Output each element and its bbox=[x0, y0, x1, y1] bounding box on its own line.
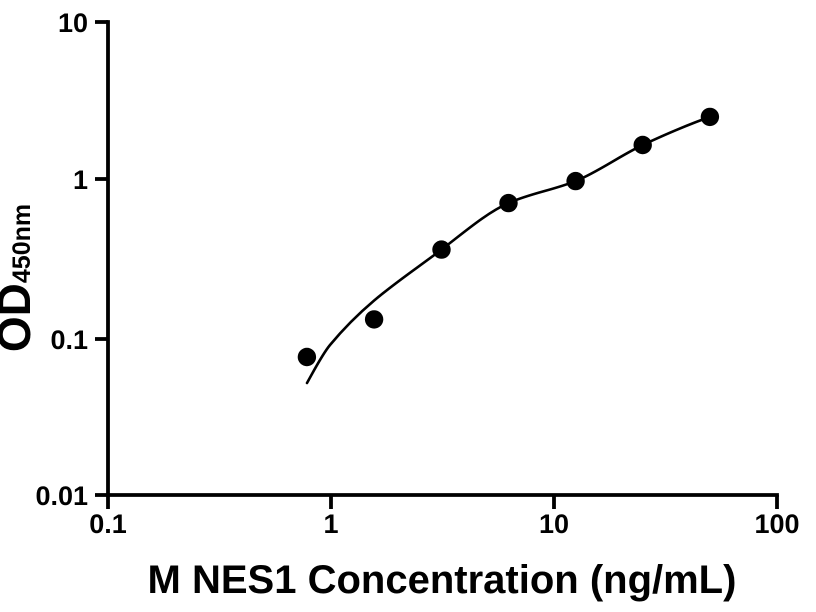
svg-text:10: 10 bbox=[539, 509, 569, 539]
svg-text:10: 10 bbox=[58, 8, 88, 38]
svg-text:0.1: 0.1 bbox=[89, 509, 127, 539]
svg-text:1: 1 bbox=[323, 509, 338, 539]
svg-text:1: 1 bbox=[73, 165, 88, 195]
svg-text:0.1: 0.1 bbox=[50, 325, 88, 355]
svg-text:M NES1 Concentration (ng/mL): M NES1 Concentration (ng/mL) bbox=[148, 558, 737, 602]
svg-text:0.01: 0.01 bbox=[35, 481, 88, 511]
svg-text:100: 100 bbox=[754, 509, 799, 539]
